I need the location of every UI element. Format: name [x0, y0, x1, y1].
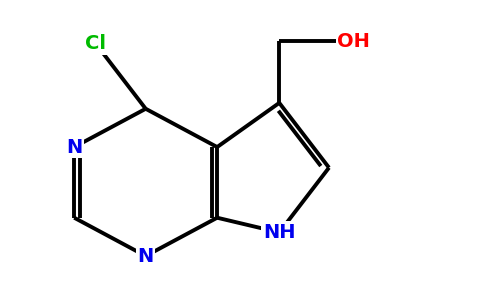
Text: Cl: Cl	[86, 34, 106, 53]
Text: OH: OH	[337, 32, 370, 51]
Text: N: N	[66, 138, 82, 157]
Text: N: N	[137, 247, 154, 266]
Text: NH: NH	[263, 223, 296, 242]
